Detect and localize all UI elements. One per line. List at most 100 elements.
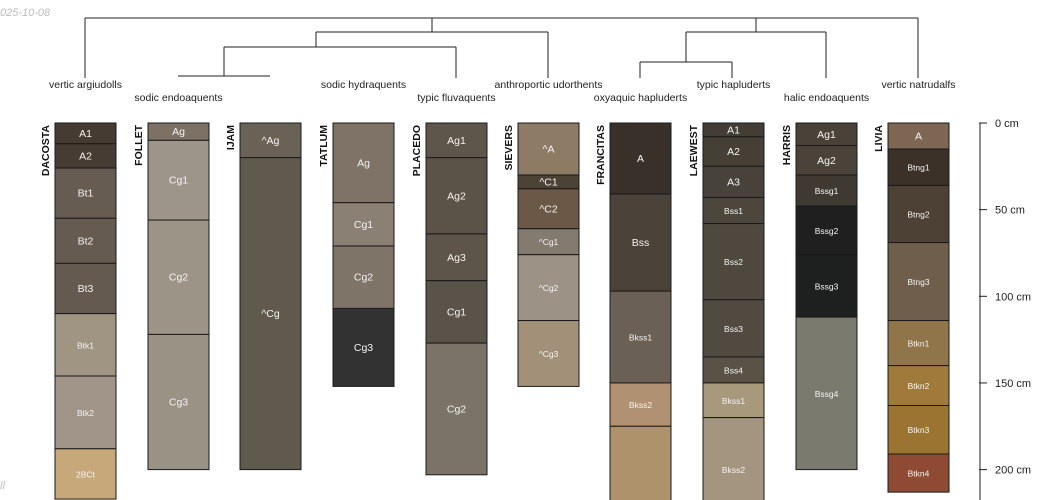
horizon-label: Cg1 (169, 175, 188, 187)
horizon-label: Bt1 (78, 188, 94, 200)
profile-id-label: SIEVERS (503, 125, 515, 171)
horizon-rect (425, 280, 488, 344)
horizon-rect (609, 382, 672, 427)
horizon-label: Bkss2 (629, 400, 652, 410)
taxon-label: sodic hydraquents (321, 79, 406, 91)
horizon-rect (147, 333, 210, 471)
horizon-label: A1 (727, 124, 740, 136)
corner-mark: ll (0, 480, 5, 492)
horizon-label: ^A (543, 143, 555, 155)
horizon-rect (332, 307, 395, 387)
horizon-label: ^Ag (262, 135, 280, 147)
horizon-label: Bkss1 (629, 333, 652, 343)
horizon-label: Ag1 (447, 135, 466, 147)
horizon-label: Ag (357, 157, 370, 169)
horizon-label: Bss3 (724, 324, 743, 334)
horizon-rect (332, 122, 395, 204)
horizon-rect (702, 417, 765, 500)
profile-harris: halic endoaquents HARRIS Ag1 Ag2 Bssg1 Bssg2 B… (781, 92, 869, 471)
horizon-label: Btkn4 (908, 469, 930, 479)
horizon-label: Cg1 (354, 219, 373, 231)
horizon-rect (332, 245, 395, 309)
profile-ijam: IJAM ^Ag ^Cg (225, 122, 302, 471)
taxon-label: oxyaquic hapluderts (594, 92, 687, 104)
horizon-rect (147, 219, 210, 335)
horizon-label: A2 (727, 146, 740, 158)
axis-tick-label: 50 cm (995, 205, 1025, 217)
horizon-rect (517, 228, 580, 256)
dendrogram (84, 17, 919, 78)
horizon-rect (795, 205, 858, 256)
horizon-rect (609, 290, 672, 384)
horizon-label: Btng1 (907, 163, 929, 173)
horizon-label: Bssg2 (815, 226, 839, 236)
horizon-label: Btkn1 (908, 339, 930, 349)
horizon-rect (54, 217, 117, 264)
horizon-rect (609, 193, 672, 292)
profile-francitas: oxyaquic hapluderts FRANCITAS A Bss Bkss1 Bks… (594, 92, 687, 500)
horizon-rect (517, 188, 580, 230)
depth-axis: 0 cm 50 cm 100 cm 150 cm 200 cm (979, 118, 1031, 500)
horizon-label: ^C2 (539, 203, 558, 215)
horizon-label: Bss1 (724, 206, 743, 216)
profile-placedo: typic fluvaquents PLACEDO Ag1 Ag2 Ag3 Cg1 Cg2 (411, 92, 496, 476)
profile-dacosta: vertic argiudolls DACOSTA A1 A2 Bt1 Bt2 Bt3 Btk… (40, 79, 122, 500)
horizon-label: Bssg4 (815, 389, 839, 399)
horizon-label: Bkss2 (722, 465, 745, 475)
profile-id-label: IJAM (225, 125, 237, 150)
horizon-label: Cg1 (447, 306, 466, 318)
horizon-label: ^Cg (261, 308, 280, 320)
horizon-rect (702, 136, 765, 167)
horizon-label: Ag2 (817, 155, 836, 167)
horizon-label: Cg3 (169, 397, 188, 409)
horizon-rect (239, 157, 302, 471)
profile-id-label: LAEWEST (688, 124, 700, 176)
horizon-label: Bssg1 (815, 186, 839, 196)
horizon-label: Cg2 (354, 272, 373, 284)
horizon-label: Ag2 (447, 190, 466, 202)
profile-id-label: FOLLET (133, 124, 145, 165)
profile-laewest: typic hapluderts LAEWEST A1 A2 A3 Bss1 Bss2 Bss… (688, 79, 770, 500)
profile-id-label: HARRIS (781, 125, 793, 165)
profile-livia: vertic natrudalfs LIVIA A Btng1 Btng2 Btng3 Bt… (873, 79, 956, 493)
horizon-rect (54, 313, 117, 377)
horizon-rect (425, 342, 488, 476)
horizon-label: Btng3 (907, 277, 929, 287)
horizon-rect (517, 122, 580, 176)
horizon-label: A2 (79, 150, 92, 162)
horizon-rect (887, 453, 950, 493)
axis-tick-label: 200 cm (995, 465, 1031, 477)
taxon-label: halic endoaquents (784, 92, 869, 104)
profile-sievers: anthroportic udorthents SIEVERS ^A ^C1 ^C2 ^C… (495, 79, 602, 387)
horizon-rect (887, 148, 950, 186)
horizon-rect (54, 167, 117, 219)
horizon-label: A (915, 130, 922, 142)
horizon-label: Cg2 (169, 272, 188, 284)
horizon-label: Btng2 (907, 209, 929, 219)
horizon-label: Btkn3 (908, 425, 930, 435)
horizon-rect (54, 262, 117, 315)
horizon-label: Btk2 (77, 408, 94, 418)
horizon-label: ^Cg3 (539, 349, 559, 359)
horizon-rect (517, 254, 580, 322)
horizon-rect (887, 320, 950, 367)
horizon-label: Btkn2 (908, 381, 930, 391)
horizon-label: Bt3 (78, 283, 94, 295)
axis-tick-label: 100 cm (995, 291, 1031, 303)
horizon-rect (517, 320, 580, 387)
profile-id-label: PLACEDO (411, 125, 423, 176)
horizon-rect (887, 184, 950, 244)
axis-tick-label: 150 cm (995, 378, 1031, 390)
profile-tatlum: sodic hydraquents TATLUM Ag Cg1 Cg2 Cg3 (318, 79, 406, 387)
horizon-rect (425, 233, 488, 282)
horizon-label: A1 (79, 128, 92, 140)
horizon-rect (702, 299, 765, 358)
profile-id-label: LIVIA (873, 125, 885, 152)
horizon-rect (425, 122, 488, 159)
taxon-label: sodic endoaquents (134, 92, 222, 104)
horizon-rect (887, 122, 950, 150)
horizon-label: Cg3 (354, 342, 373, 354)
horizon-label: ^C1 (539, 176, 558, 188)
